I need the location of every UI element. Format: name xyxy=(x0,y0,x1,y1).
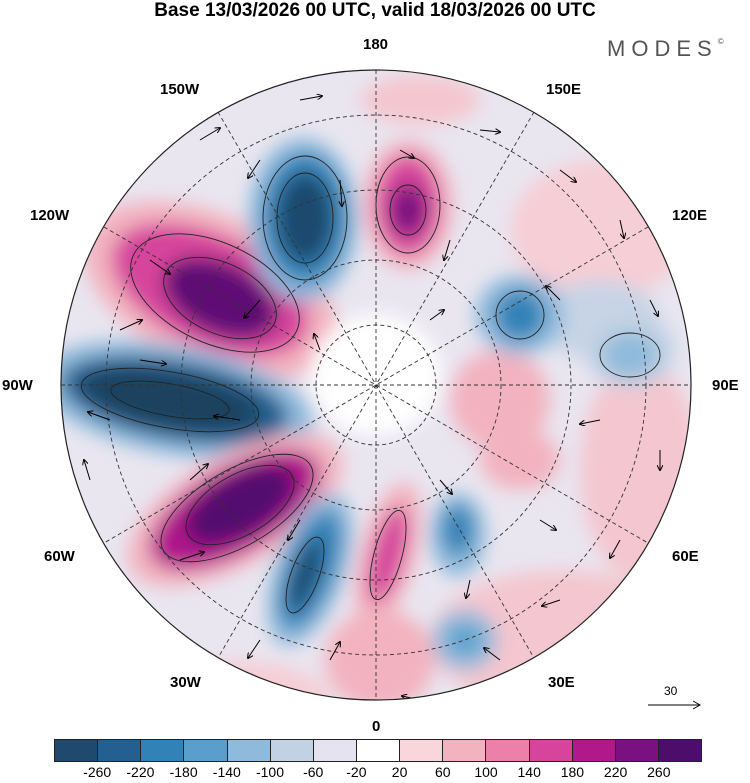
positive-anomaly-nw-pacific-max xyxy=(390,185,426,235)
colorbar-tick-label: -100 xyxy=(255,764,285,780)
anomaly-field xyxy=(61,70,691,700)
contours xyxy=(80,155,661,614)
positive-area xyxy=(580,360,691,580)
negative-anomaly-barents-core xyxy=(442,505,474,555)
colorbar-swatch xyxy=(270,740,314,761)
reference-vector xyxy=(648,700,702,710)
colorbar-tick-label: -60 xyxy=(303,764,324,780)
brand-logo: MODES© xyxy=(607,36,724,62)
brand-name: MODES xyxy=(607,36,718,61)
positive-area xyxy=(130,660,330,700)
graticule xyxy=(61,70,691,700)
colorbar-swatch xyxy=(400,740,444,761)
copyright-mark: © xyxy=(717,36,724,46)
colorbar-tick-label: -220 xyxy=(126,764,155,780)
lon-label-30w: 30W xyxy=(170,674,201,691)
lon-label-60w: 60W xyxy=(44,548,75,565)
colorbar-swatch xyxy=(184,740,228,761)
colorbar-swatch xyxy=(486,740,530,761)
colorbar-tick-label: 20 xyxy=(391,764,408,780)
lon-label-150w: 150W xyxy=(160,81,200,98)
colorbar-swatch xyxy=(98,740,142,761)
colorbar xyxy=(54,739,702,762)
negative-anomaly-pacific-max xyxy=(277,173,333,263)
colorbar-swatch xyxy=(356,740,401,761)
wind-vectors xyxy=(84,96,660,700)
positive-anomaly-atlantic-max xyxy=(185,465,295,545)
lon-label-120e: 120E xyxy=(672,207,708,224)
lon-label-120w: 120W xyxy=(30,207,70,224)
lon-label-180: 180 xyxy=(363,36,389,53)
colorbar-swatch xyxy=(313,740,357,761)
lon-label-30e: 30E xyxy=(548,674,575,691)
negative-anomaly-europe-core xyxy=(449,626,481,654)
colorbar-tick-label: 100 xyxy=(474,764,498,780)
negative-anomaly-central-asia-core xyxy=(602,333,658,377)
positive-area xyxy=(325,610,435,700)
colorbar-ticks: -260 -220 -180 -140 -100 -60 -20 20 60 100 140 180 2… xyxy=(54,764,702,783)
reference-vector-label: 30 xyxy=(664,684,678,698)
colorbar-tick-label: 180 xyxy=(560,764,585,780)
lon-label-90w: 90W xyxy=(2,377,33,394)
lon-label-90e: 90E xyxy=(712,377,739,394)
colorbar-swatch xyxy=(227,740,271,761)
colorbar-tick-label: 140 xyxy=(517,764,541,780)
negative-anomaly-siberia-core xyxy=(495,290,545,340)
map-title: Base 13/03/2026 00 UTC, valid 18/03/2026… xyxy=(154,0,596,21)
positive-area xyxy=(480,430,560,490)
map-border xyxy=(60,69,692,701)
positive-anomaly-greenland-sea-core xyxy=(367,506,409,604)
lon-label-0: 0 xyxy=(372,718,381,735)
colorbar-swatch xyxy=(529,740,573,761)
colorbar-swatch xyxy=(572,740,616,761)
colorbar-tick-label: 220 xyxy=(603,764,628,780)
colorbar-tick-label: -140 xyxy=(212,764,241,780)
positive-area xyxy=(360,75,480,125)
negative-anomaly-n-atlantic-max xyxy=(287,539,323,611)
colorbar-tick-label: -20 xyxy=(346,764,367,780)
colorbar-swatch xyxy=(615,740,659,761)
colorbar-tick-label: -260 xyxy=(83,764,112,780)
colorbar-tick-label: 260 xyxy=(647,764,671,780)
colorbar-tick-label: 60 xyxy=(435,764,451,780)
polar-map xyxy=(60,69,702,710)
colorbar-tick-label: -180 xyxy=(169,764,198,780)
colorbar-swatch xyxy=(55,740,99,761)
lon-label-150e: 150E xyxy=(546,81,582,98)
lon-label-60e: 60E xyxy=(672,548,699,565)
colorbar-swatch xyxy=(443,740,487,761)
colorbar-swatch xyxy=(141,740,185,761)
colorbar-swatch xyxy=(658,740,702,761)
